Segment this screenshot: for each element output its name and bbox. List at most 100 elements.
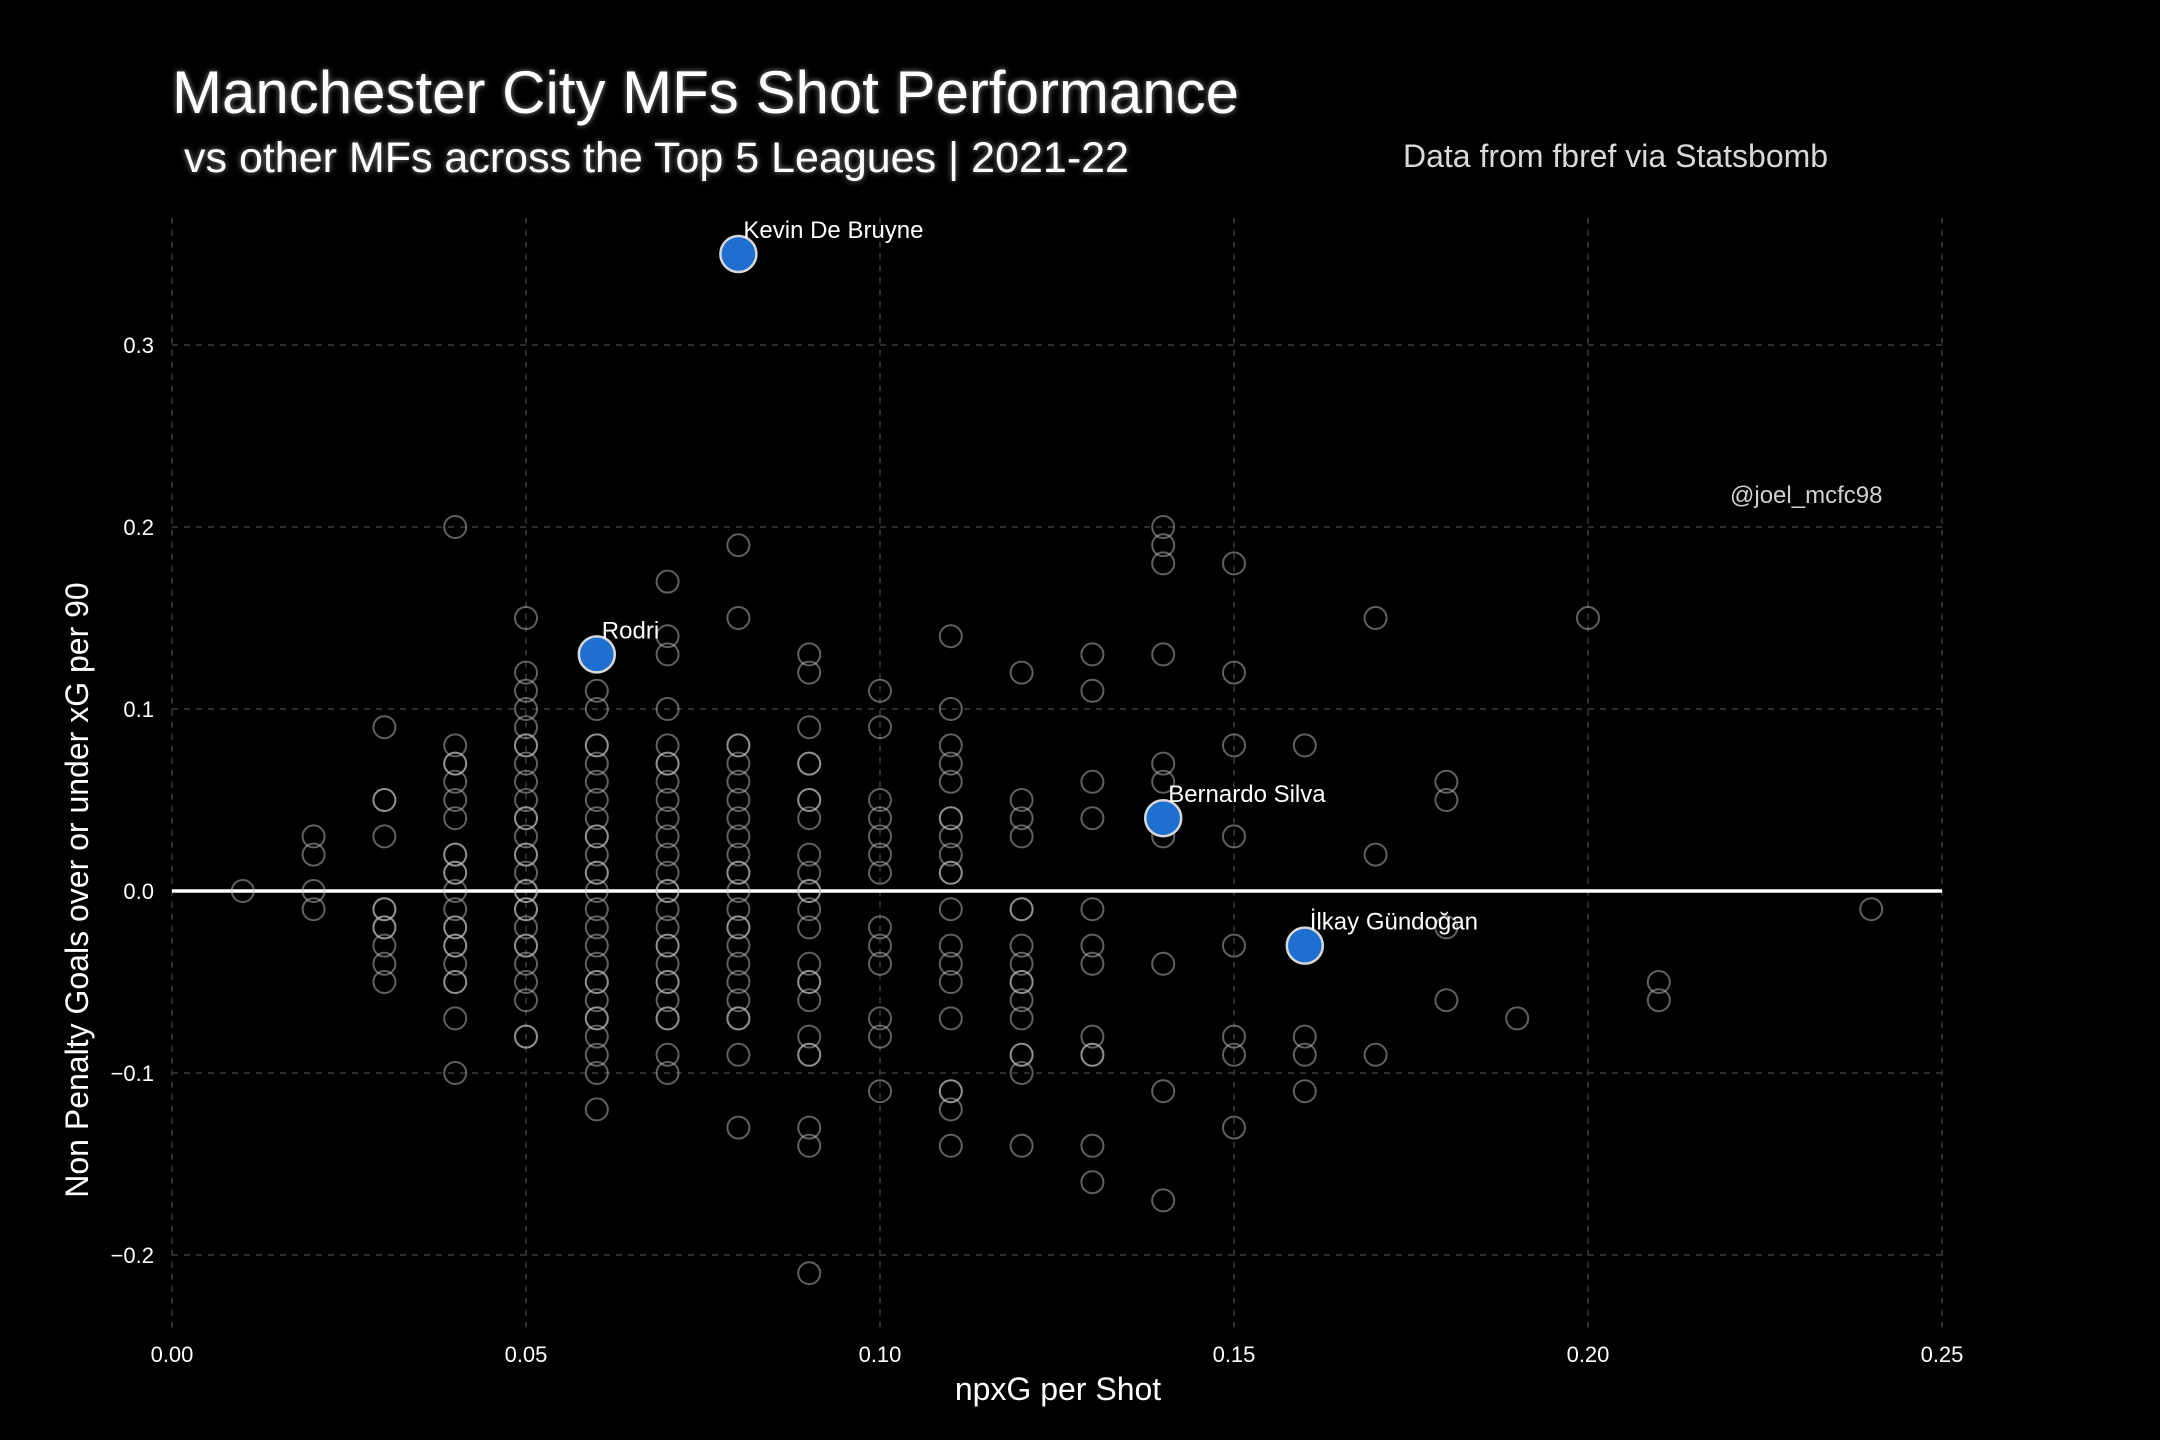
other-mf-point (443, 1061, 468, 1085)
other-mf-point (797, 1115, 822, 1140)
other-mf-point (1009, 788, 1034, 812)
other-mf-point (514, 678, 538, 703)
other-mf-point (726, 533, 751, 558)
other-mf-point (301, 897, 326, 922)
other-mf-point (230, 879, 255, 903)
other-mf-point (372, 933, 397, 958)
other-mf-point (372, 915, 397, 940)
other-mf-point (655, 951, 680, 976)
other-mf-point (868, 951, 892, 976)
other-mf-point (868, 806, 892, 831)
other-mf-point (514, 788, 538, 812)
other-mf-point (655, 1042, 680, 1067)
other-mf-point (1151, 951, 1176, 976)
author-handle: @joel_mcfc98 (1730, 482, 1882, 509)
other-mf-point (584, 879, 609, 903)
other-mf-point (726, 788, 751, 812)
other-mf-point (514, 897, 538, 922)
y-tick-label: −0.1 (111, 1061, 154, 1086)
other-mf-point (584, 1006, 609, 1031)
other-mf-point (868, 788, 892, 812)
other-mf-point (1009, 660, 1034, 685)
chart-subtitle: vs other MFs across the Top 5 Leagues | … (184, 134, 1129, 182)
other-mf-point (584, 1042, 609, 1067)
other-mf-point (1009, 806, 1034, 831)
other-mf-point (726, 970, 751, 994)
other-mf-point (655, 624, 680, 649)
other-mf-point (584, 1097, 609, 1122)
other-mf-point (726, 951, 751, 976)
other-mf-point (584, 842, 609, 867)
other-mf-point (938, 769, 963, 794)
other-mf-point (655, 824, 680, 849)
other-mf-point (1505, 1006, 1530, 1031)
other-mf-point (514, 915, 538, 940)
other-mf-point (1080, 1170, 1105, 1195)
other-mf-point (584, 933, 609, 958)
other-mf-point (584, 733, 609, 758)
other-mf-point (726, 733, 751, 758)
other-mf-point (584, 824, 609, 849)
other-mf-point (1646, 988, 1671, 1013)
other-mf-point (1009, 1061, 1034, 1085)
other-mf-point (584, 951, 609, 976)
other-mf-point (726, 606, 751, 630)
other-mf-point (655, 751, 680, 776)
other-mf-point (868, 1006, 892, 1031)
other-mf-point (514, 733, 538, 758)
other-mf-point (584, 788, 609, 812)
other-mf-point (514, 806, 538, 831)
other-mf-point (1151, 751, 1176, 776)
other-mf-point (726, 879, 751, 903)
other-mf-point (1434, 988, 1459, 1013)
other-mf-point (797, 788, 822, 812)
other-mf-point (726, 933, 751, 958)
other-mf-point (372, 951, 397, 976)
other-mf-point (514, 951, 538, 976)
other-mf-point (443, 951, 468, 976)
other-mf-point (726, 806, 751, 831)
other-mf-point (443, 897, 468, 922)
other-mf-point (1292, 1024, 1317, 1049)
other-mf-point (726, 1006, 751, 1031)
man-city-player-point (1143, 798, 1183, 838)
other-mf-point (938, 842, 963, 867)
other-mf-point (584, 897, 609, 922)
other-mf-point (514, 606, 538, 630)
y-tick-label: 0.2 (123, 515, 154, 540)
other-mf-point (797, 751, 822, 776)
other-mf-point (443, 879, 468, 903)
x-tick-label: 0.15 (1213, 1342, 1256, 1367)
player-label: Rodri (602, 617, 659, 644)
other-mf-point (443, 860, 468, 885)
other-mf-point (584, 988, 609, 1013)
other-mf-point (584, 697, 609, 721)
other-mf-point (868, 715, 892, 740)
other-mf-point (1151, 642, 1176, 667)
other-mf-point (1151, 769, 1176, 794)
other-mf-point (938, 824, 963, 849)
other-mf-point (655, 697, 680, 721)
other-mf-point (868, 1079, 892, 1104)
y-tick-label: 0.1 (123, 697, 154, 722)
other-mf-point (655, 915, 680, 940)
man-city-player-point (719, 234, 758, 274)
other-mf-point (443, 751, 468, 776)
y-tick-label: 0.0 (123, 879, 154, 904)
other-mf-point (1009, 1133, 1034, 1158)
other-mf-point (514, 769, 538, 794)
other-mf-point (443, 970, 468, 994)
other-mf-point (938, 751, 963, 776)
other-mf-point (938, 897, 963, 922)
other-mf-point (1080, 1133, 1105, 1158)
other-mf-point (938, 1133, 963, 1158)
player-label: Bernardo Silva (1168, 781, 1326, 808)
other-mf-point (372, 897, 397, 922)
other-mf-point (1009, 951, 1034, 976)
other-mf-point (1151, 1079, 1176, 1104)
other-mf-point (938, 860, 963, 885)
x-tick-label: 0.10 (859, 1342, 902, 1367)
other-mf-point (372, 788, 397, 812)
other-mf-point (655, 860, 680, 885)
other-mf-point (655, 1061, 680, 1085)
